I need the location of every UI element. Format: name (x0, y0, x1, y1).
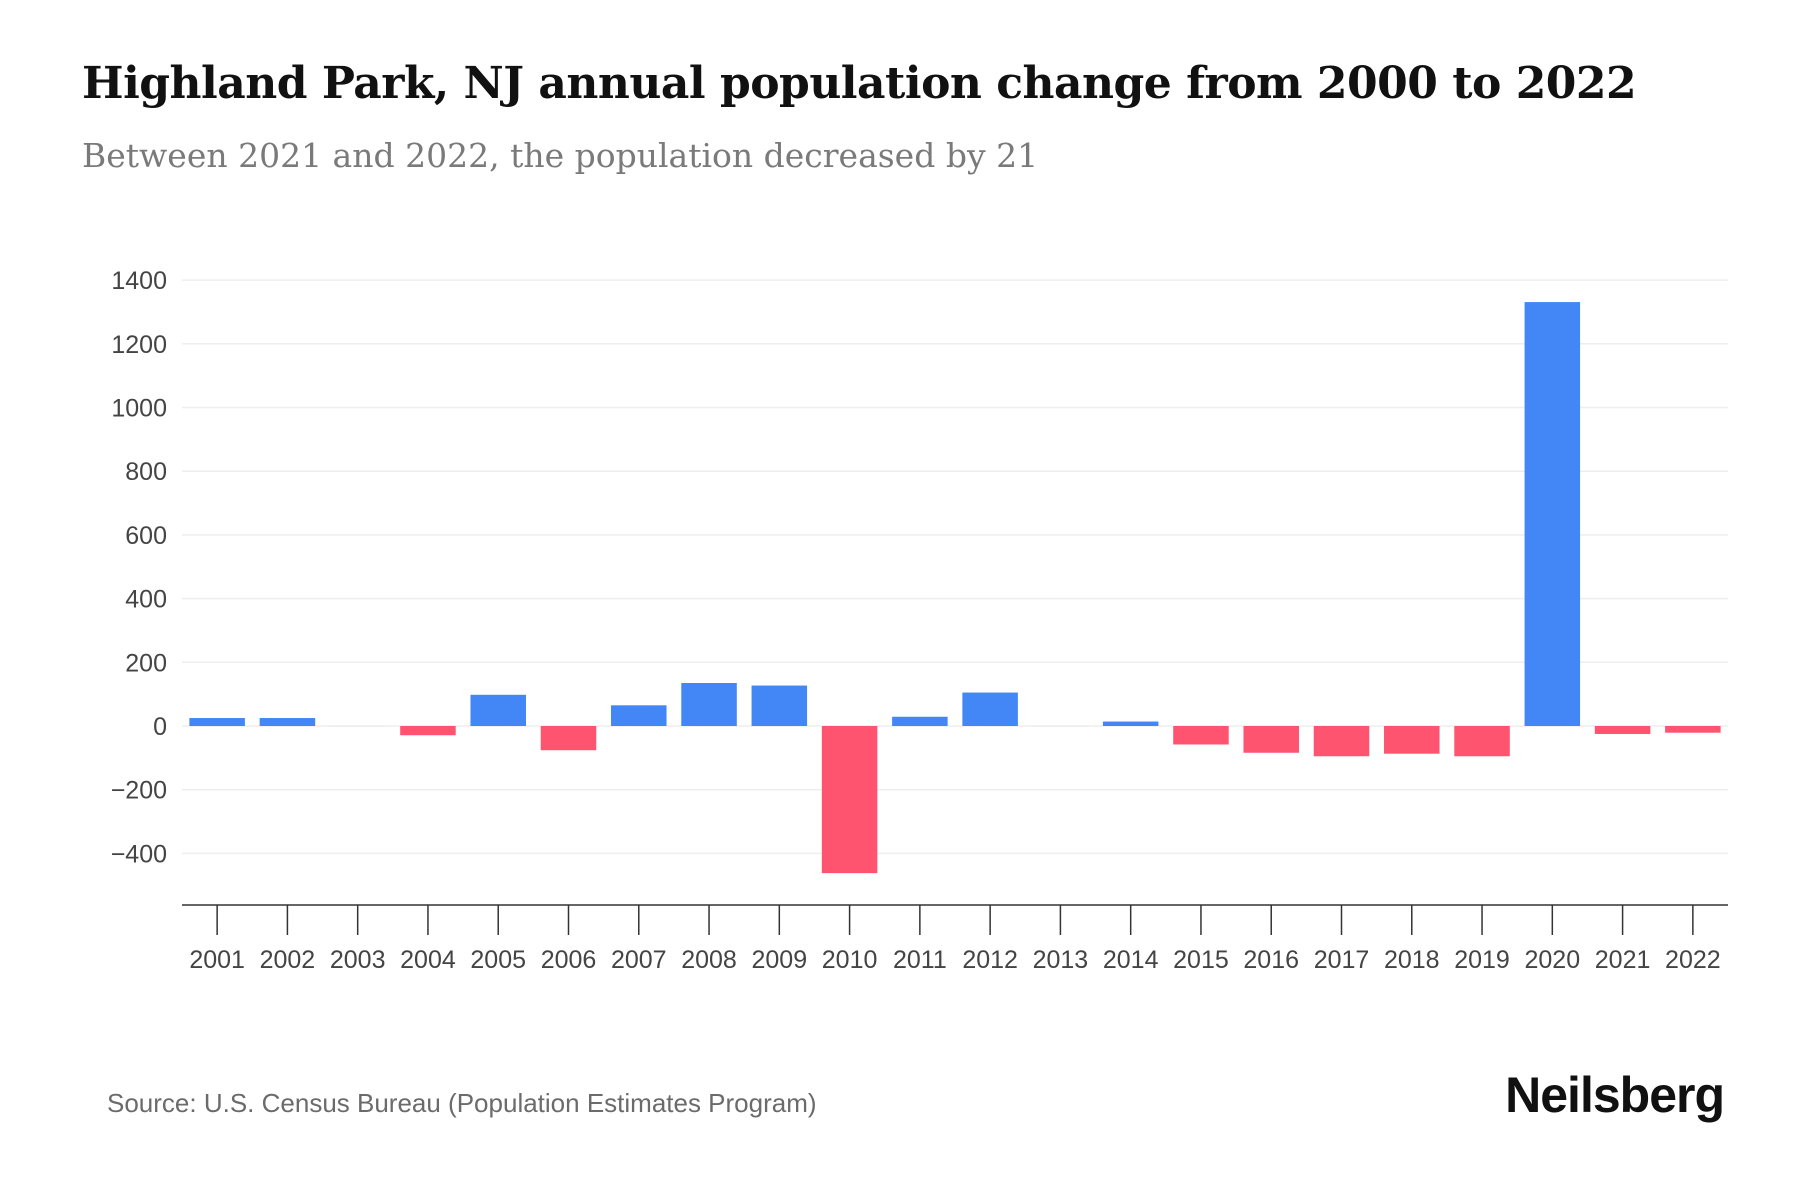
y-tick-label: −200 (111, 777, 167, 805)
y-tick-label: 400 (125, 586, 167, 614)
bar (1384, 726, 1440, 754)
x-tick-label: 2007 (611, 946, 667, 974)
bar (189, 718, 245, 726)
bar (1313, 726, 1370, 757)
x-tick-label: 2004 (400, 946, 456, 974)
y-tick-label: 600 (125, 522, 167, 550)
x-tick-label: 2017 (1314, 946, 1370, 974)
bar (1243, 726, 1299, 753)
brand-logo: Neilsberg (1505, 1067, 1725, 1123)
bar (400, 726, 456, 736)
x-tick-label: 2006 (541, 946, 597, 974)
x-tick-label: 2020 (1525, 946, 1581, 974)
x-tick-label: 2021 (1595, 946, 1651, 974)
bar (962, 692, 1018, 726)
x-tick-label: 2014 (1103, 946, 1159, 974)
bar (1524, 302, 1581, 726)
x-tick-label: 2012 (962, 946, 1018, 974)
x-tick-label: 2011 (893, 946, 947, 974)
y-axis-ticks: 1400 1200 1000 800 600 400 200 0 −200 −400 (111, 267, 167, 868)
bar (540, 726, 597, 751)
y-tick-label: 1200 (111, 331, 167, 359)
bar (1173, 726, 1229, 745)
x-tick-label: 2009 (752, 946, 808, 974)
x-tick-label: 2022 (1665, 946, 1721, 974)
y-tick-label: 0 (153, 713, 167, 741)
x-tick-label: 2002 (260, 946, 316, 974)
x-tick-label: 2005 (470, 946, 526, 974)
x-tick-label: 2010 (822, 946, 878, 974)
bar (1665, 726, 1721, 733)
bar (1594, 726, 1651, 734)
x-tick-label: 2016 (1243, 946, 1299, 974)
bar (751, 685, 808, 726)
bar (329, 726, 386, 727)
bars (189, 302, 1721, 874)
x-tick-label: 2018 (1384, 946, 1440, 974)
chart-subtitle: Between 2021 and 2022, the population de… (82, 136, 1039, 175)
bar (611, 705, 667, 726)
y-tick-label: 1400 (111, 267, 167, 295)
x-tick-label: 2003 (330, 946, 386, 974)
chart-title: Highland Park, NJ annual population chan… (82, 58, 1637, 109)
bar (1032, 726, 1089, 727)
bar (1454, 726, 1510, 757)
x-tick-label: 2019 (1454, 946, 1510, 974)
source-note: Source: U.S. Census Bureau (Population E… (107, 1088, 817, 1118)
bar (821, 726, 878, 874)
gridlines (182, 279, 1728, 855)
x-tick-label: 2015 (1173, 946, 1229, 974)
bar (259, 718, 316, 726)
x-tick-label: 2001 (189, 946, 245, 974)
bar (681, 683, 737, 726)
bar (892, 716, 948, 726)
x-tick-label: 2008 (681, 946, 737, 974)
y-tick-label: −400 (111, 840, 167, 868)
y-tick-label: 800 (125, 458, 167, 486)
bar (470, 694, 526, 726)
bar (1102, 721, 1159, 726)
y-tick-label: 200 (125, 649, 167, 677)
y-tick-label: 1000 (111, 395, 167, 423)
x-axis: 2001 2002 2003 2004 2005 2006 2007 2008 2009 2010… (182, 904, 1728, 974)
x-tick-label: 2013 (1033, 946, 1089, 974)
